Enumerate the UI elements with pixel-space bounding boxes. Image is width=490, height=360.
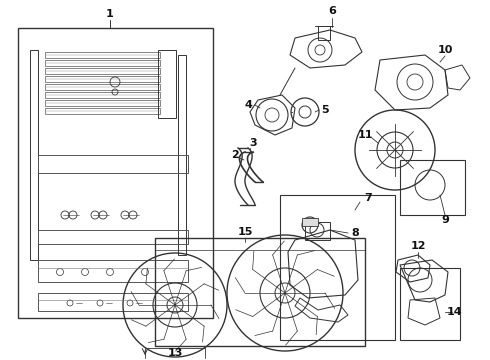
Bar <box>305 222 330 240</box>
Bar <box>45 76 160 82</box>
Bar <box>38 230 188 244</box>
Bar <box>45 100 160 106</box>
Bar <box>45 92 160 98</box>
Bar <box>178 55 186 255</box>
Bar <box>18 28 213 318</box>
Bar <box>45 60 160 66</box>
Text: 15: 15 <box>237 227 253 237</box>
Text: 14: 14 <box>447 307 463 317</box>
Text: 2: 2 <box>231 150 239 160</box>
Text: 13: 13 <box>167 348 183 358</box>
Text: 12: 12 <box>410 241 426 251</box>
Text: 8: 8 <box>351 228 359 238</box>
Bar <box>45 68 160 74</box>
Text: 9: 9 <box>441 215 449 225</box>
Bar <box>45 52 160 58</box>
Text: 5: 5 <box>321 105 329 115</box>
Bar <box>158 50 176 118</box>
Bar <box>155 238 365 346</box>
Bar <box>38 293 188 311</box>
Text: 4: 4 <box>244 100 252 110</box>
Bar <box>30 50 38 260</box>
Text: 6: 6 <box>328 6 336 16</box>
Text: 7: 7 <box>364 193 372 203</box>
Bar <box>280 195 395 340</box>
Text: 3: 3 <box>249 138 257 148</box>
Bar <box>45 108 160 114</box>
Bar <box>400 160 465 215</box>
Text: 10: 10 <box>437 45 453 55</box>
Text: 11: 11 <box>357 130 373 140</box>
Bar <box>45 84 160 90</box>
Bar <box>318 26 330 40</box>
Bar <box>400 268 460 340</box>
Bar <box>38 155 188 173</box>
Bar <box>38 260 188 282</box>
Bar <box>302 218 318 226</box>
Text: 1: 1 <box>106 9 114 19</box>
